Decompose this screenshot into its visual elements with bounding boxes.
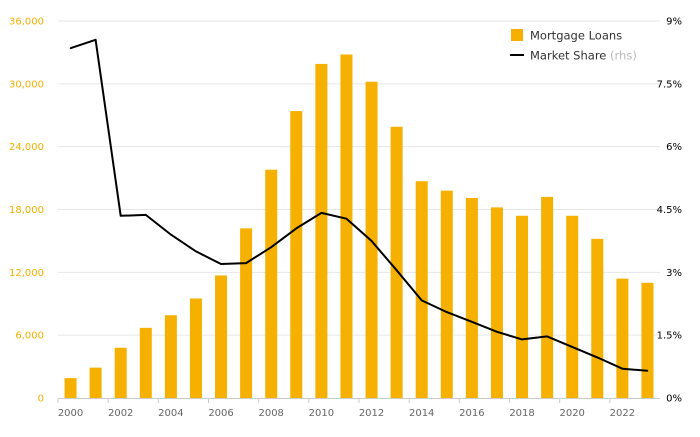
bar: [240, 228, 253, 398]
legend-label-mortgage-loans: Mortgage Loans: [530, 29, 622, 43]
y-left-tick-label: 24,000: [9, 142, 44, 153]
bar: [164, 315, 177, 398]
market-share-point: [245, 262, 247, 264]
x-tick-label: 2000: [58, 408, 83, 419]
legend-swatch-mortgage-loans: [511, 29, 523, 41]
bar: [340, 54, 353, 399]
market-share-point: [320, 212, 323, 214]
bar: [189, 298, 202, 398]
y-right-tick-label: 9%: [666, 17, 682, 28]
x-tick-label: 2006: [208, 408, 233, 419]
market-share-point: [521, 338, 523, 341]
market-share-point: [295, 227, 298, 230]
x-tick-label: 2010: [309, 408, 334, 419]
x-tick-label: 2008: [258, 408, 283, 419]
bar: [516, 215, 529, 398]
x-tick-label: 2002: [108, 408, 133, 419]
bar: [89, 367, 102, 398]
x-tick-label: 2014: [409, 408, 434, 419]
y-left-tick-label: 12,000: [9, 268, 44, 279]
bar: [315, 63, 328, 399]
x-tick-label: 2018: [509, 408, 534, 419]
market-share-line: [70, 38, 648, 372]
bar: [591, 238, 604, 398]
market-share-point: [345, 217, 348, 220]
y-right-tick-label: 0%: [666, 394, 682, 405]
bar: [566, 215, 579, 398]
market-share-point: [571, 346, 574, 348]
y-left-tick-label: 6,000: [15, 331, 44, 342]
bar: [64, 378, 77, 398]
y-right-tick-label: 3%: [666, 268, 682, 279]
bar: [616, 278, 629, 398]
x-tick-label: 2020: [559, 408, 584, 419]
market-share-point: [621, 367, 624, 370]
bar: [215, 275, 228, 398]
market-share-point: [395, 269, 398, 272]
market-share-point: [144, 214, 147, 216]
market-share-point: [496, 331, 498, 333]
y-right-tick-label: 4.5%: [657, 205, 682, 216]
market-share-point: [596, 356, 599, 359]
bar: [415, 181, 428, 398]
legend-label-market-share: Market Share (rhs): [530, 49, 637, 63]
legend-suffix-rhs: (rhs): [606, 49, 636, 63]
y-right-tick-label: 6%: [666, 142, 682, 153]
market-share-point: [270, 246, 273, 248]
y-right-tick-label: 1.5%: [657, 331, 682, 342]
y-left-tick-label: 30,000: [9, 79, 44, 90]
market-share-point: [195, 250, 197, 253]
y-left-tick-label: 36,000: [9, 17, 44, 28]
market-share-point: [646, 369, 649, 372]
bar: [490, 207, 503, 398]
bar: [290, 111, 303, 399]
market-share-point: [69, 47, 72, 50]
bar: [440, 190, 453, 398]
bar: [641, 282, 654, 398]
market-share-point: [445, 311, 448, 313]
x-tick-label: 2004: [158, 408, 183, 419]
bar: [390, 126, 403, 399]
bar: [541, 196, 554, 398]
bar: [265, 169, 278, 398]
market-share-point: [546, 335, 548, 338]
market-share-point: [420, 299, 423, 302]
x-tick-label: 2016: [459, 408, 484, 419]
bar: [139, 327, 152, 398]
y-left-tick-label: 18,000: [9, 205, 44, 216]
market-share-point: [471, 320, 473, 323]
y-left-tick-label: 0: [38, 394, 44, 405]
x-tick-label: 2022: [610, 408, 635, 419]
bar: [465, 197, 478, 398]
market-share-point: [94, 39, 97, 41]
market-share-point: [170, 233, 172, 236]
market-share-point: [119, 214, 122, 217]
market-share-point: [220, 263, 222, 265]
market-share-point: [370, 240, 373, 242]
x-tick-label: 2012: [359, 408, 384, 419]
y-right-tick-label: 7.5%: [657, 79, 682, 90]
bar: [114, 347, 127, 398]
